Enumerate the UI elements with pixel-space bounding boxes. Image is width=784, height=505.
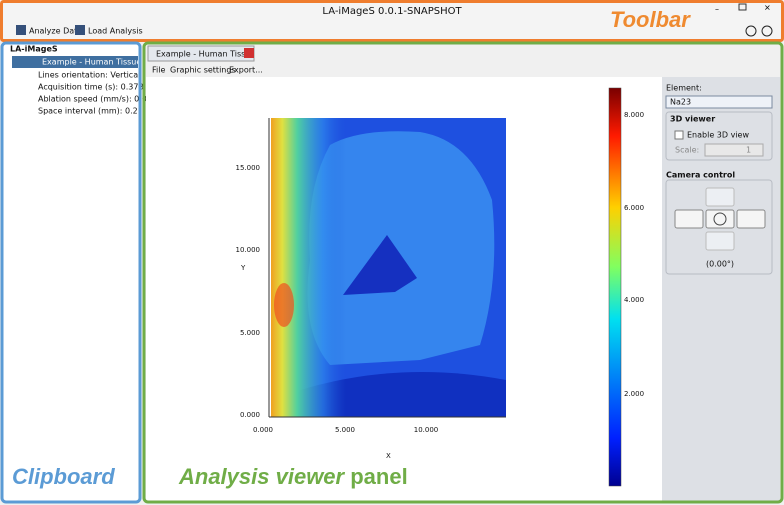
- x-axis-label: X: [386, 452, 391, 460]
- toolbar-button[interactable]: Analyze Data: [29, 27, 82, 36]
- menu-item[interactable]: Graphic settings: [170, 66, 236, 75]
- colorbar-tick-label: 4.000: [624, 296, 644, 304]
- tree-root[interactable]: LA-iMageS: [10, 45, 58, 54]
- minimize[interactable]: –: [715, 5, 719, 14]
- heatmap-region: [343, 235, 417, 295]
- heatmap-hotspot: [274, 283, 294, 327]
- menu-item[interactable]: File: [152, 66, 165, 75]
- tree-property: Space interval (mm): 0.2: [38, 107, 138, 116]
- element-value[interactable]: Na23: [670, 98, 691, 107]
- group-title: 3D viewer: [670, 115, 715, 124]
- clipboard-highlight: [0, 41, 142, 504]
- y-tick-label: 10.000: [236, 246, 261, 254]
- colorbar-tick-label: 8.000: [624, 111, 644, 119]
- y-tick-label: 15.000: [236, 164, 261, 172]
- y-tick-label: 0.000: [240, 411, 260, 419]
- scale-input[interactable]: [704, 143, 764, 157]
- checkbox-label[interactable]: Enable 3D view: [687, 131, 749, 140]
- scale-label: Scale:: [675, 146, 699, 155]
- controls-panel: [662, 77, 780, 501]
- annotation: Toolbar: [610, 7, 691, 32]
- help-button[interactable]: [745, 25, 757, 37]
- tab-close[interactable]: [244, 48, 254, 58]
- window-title: LA-iMageS 0.0.1-SNAPSHOT: [322, 6, 462, 17]
- group-title: Camera control: [666, 171, 735, 180]
- x-tick-label: 5.000: [335, 426, 355, 434]
- tree-selection: [12, 56, 138, 68]
- clipboard-panel: [3, 43, 139, 502]
- camera-button[interactable]: [736, 209, 766, 229]
- analyze-icon: [16, 25, 26, 35]
- camera-group: [665, 179, 773, 275]
- load-icon: [75, 25, 85, 35]
- heatmap-edge: [271, 118, 346, 417]
- camera-icon: [713, 212, 727, 226]
- camera-button[interactable]: [705, 209, 735, 229]
- x-tick-label: 10.000: [414, 426, 439, 434]
- annotation-part: panel: [350, 464, 407, 489]
- checkbox[interactable]: [674, 130, 684, 140]
- scale-value[interactable]: 1: [746, 146, 751, 155]
- colorbar-tick-label: 2.000: [624, 390, 644, 398]
- y-tick-label: 5.000: [240, 329, 260, 337]
- heatmap-region: [307, 131, 495, 365]
- tree-property: Acquisition time (s): 0.378: [38, 83, 144, 92]
- viewer-highlight: [142, 41, 784, 504]
- tree-property: Lines orientation: Vertical: [38, 71, 140, 80]
- annotation: Clipboard: [12, 464, 115, 489]
- element-label: Element:: [666, 84, 702, 93]
- camera-button[interactable]: [705, 231, 735, 251]
- annotation-part: Analysis viewer: [178, 464, 346, 489]
- annotation: Analysis viewer panel: [178, 464, 408, 489]
- info-button[interactable]: [761, 25, 773, 37]
- viewer-3d-group: [665, 111, 773, 161]
- tree-property: Ablation speed (mm/s): 0.07: [38, 95, 152, 104]
- camera-button[interactable]: [674, 209, 704, 229]
- toolbar-button[interactable]: Load Analysis: [88, 27, 143, 36]
- tree-item[interactable]: Example - Human Tissue: [42, 58, 141, 67]
- camera-button[interactable]: [705, 187, 735, 207]
- x-tick-label: 0.000: [253, 426, 273, 434]
- close[interactable]: ✕: [764, 4, 771, 13]
- maximize[interactable]: [738, 3, 747, 11]
- camera-angle: (0.00°): [706, 260, 734, 269]
- colorbar-tick-label: 6.000: [624, 204, 644, 212]
- titlebar: [0, 0, 784, 40]
- y-axis-label: Y: [240, 264, 246, 272]
- menu-item[interactable]: Export...: [229, 66, 263, 75]
- element-select[interactable]: [665, 95, 773, 109]
- toolbar-highlight: [0, 0, 784, 42]
- tab-label[interactable]: Example - Human Tiss...: [156, 50, 253, 59]
- colorbar: [608, 87, 622, 487]
